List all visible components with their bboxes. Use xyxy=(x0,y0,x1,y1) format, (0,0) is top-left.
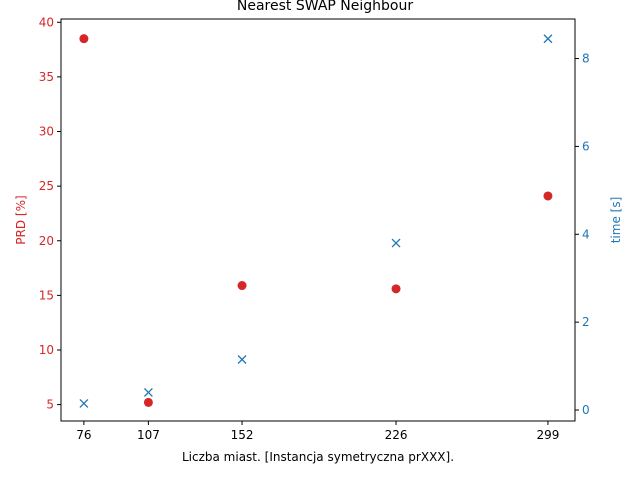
prd-point xyxy=(543,191,553,201)
x-tick-label: 299 xyxy=(536,428,559,442)
right-y-tick-label: 4 xyxy=(582,227,590,241)
left-y-tick-label: 30 xyxy=(39,125,54,139)
x-tick-label: 76 xyxy=(76,428,91,442)
time-point-stroke xyxy=(543,34,553,44)
right-y-axis-title: time [s] xyxy=(609,197,623,244)
x-tick-label: 107 xyxy=(137,428,160,442)
right-y-axis: 0 2 4 6 8 xyxy=(575,52,590,417)
time-point-stroke xyxy=(79,398,89,408)
left-y-tick-label: 15 xyxy=(39,288,54,302)
time-point xyxy=(237,355,247,364)
left-y-tick-label: 5 xyxy=(46,398,54,412)
right-y-tick-label: 8 xyxy=(582,52,590,66)
x-tick-label: 226 xyxy=(385,428,408,442)
x-tick-label: 152 xyxy=(231,428,254,442)
prd-point xyxy=(391,284,401,294)
time-point-stroke xyxy=(391,238,401,248)
left-y-axis: 5 10 15 20 25 30 35 40 xyxy=(39,15,61,412)
x-axis: 76 107 152 226 299 xyxy=(76,421,559,442)
right-y-tick-label: 2 xyxy=(582,315,590,329)
left-y-tick-label: 20 xyxy=(39,234,54,248)
left-y-tick-label: 40 xyxy=(39,15,54,29)
right-y-tick-label: 6 xyxy=(582,139,590,153)
time-point xyxy=(543,34,553,44)
time-point xyxy=(391,238,401,248)
time-point-stroke xyxy=(237,355,247,364)
prd-point xyxy=(237,281,247,291)
plot-marks xyxy=(79,34,553,408)
left-y-tick-label: 25 xyxy=(39,179,54,193)
time-point xyxy=(143,387,153,397)
left-y-tick-label: 35 xyxy=(39,70,54,84)
x-axis-title: Liczba miast. [Instancja symetryczna prX… xyxy=(182,450,454,464)
prd-point xyxy=(79,34,89,44)
prd-point xyxy=(143,397,153,407)
right-y-tick-label: 0 xyxy=(582,403,590,417)
chart-title: Nearest SWAP Neighbour xyxy=(237,0,413,14)
left-y-tick-label: 10 xyxy=(39,343,54,357)
time-point xyxy=(79,398,89,408)
left-y-axis-title: PRD [%] xyxy=(14,195,28,244)
time-point-stroke xyxy=(143,387,153,397)
plot-frame xyxy=(60,18,576,422)
